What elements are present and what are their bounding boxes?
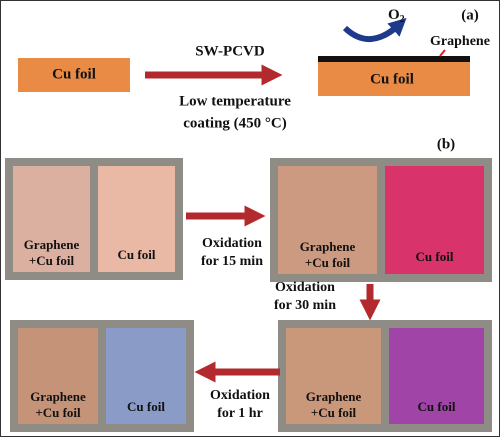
graphene-foil (286, 328, 381, 424)
sample-label: Graphene (300, 239, 356, 254)
sample-label: +Cu foil (305, 255, 351, 270)
cu-foil (106, 328, 186, 424)
step-label: Oxidation (275, 280, 335, 295)
cu-foil-block (18, 58, 130, 92)
product-label: Cu foil (370, 71, 414, 87)
gas-subscript: 2 (400, 14, 405, 25)
sample-label: Cu foil (127, 399, 165, 414)
cu-foil (98, 166, 175, 272)
sample-label: Graphene (306, 389, 362, 404)
sample-label: +Cu foil (35, 405, 81, 420)
graphene-foil (13, 166, 90, 272)
pointer (439, 49, 446, 57)
gas-label: O2 (388, 7, 405, 25)
sample-label: Cu foil (416, 249, 454, 264)
sample-label: Graphene (30, 389, 86, 404)
condition-line: coating (450 °C) (183, 115, 286, 131)
step-label: for 15 min (201, 254, 263, 269)
graphene-layer (318, 56, 470, 62)
sample-label: Graphene (24, 237, 80, 252)
sample-label: Cu foil (118, 247, 156, 262)
oxygen-arrow (342, 17, 407, 43)
condition-line: Low temperature (179, 93, 291, 109)
process-label: SW-PCVD (195, 43, 265, 59)
sample-label: Cu foil (418, 399, 456, 414)
cu-foil (385, 166, 484, 274)
panel-label: (b) (437, 136, 455, 152)
graphene-foil (278, 166, 377, 274)
step-label: for 30 min (274, 298, 336, 313)
gas-symbol: O (388, 7, 400, 23)
cu-foil (389, 328, 484, 424)
panel-label: (a) (461, 7, 479, 23)
cu-foil-block (318, 62, 470, 96)
graphene-foil (18, 328, 98, 424)
sample-label: +Cu foil (29, 253, 75, 268)
step-label: Oxidation (202, 236, 262, 251)
step-label: Oxidation (210, 388, 270, 403)
step-label: for 1 hr (217, 406, 263, 421)
sample-label: +Cu foil (311, 405, 357, 420)
source-label: Cu foil (52, 66, 96, 82)
coating-label: Graphene (430, 34, 490, 49)
